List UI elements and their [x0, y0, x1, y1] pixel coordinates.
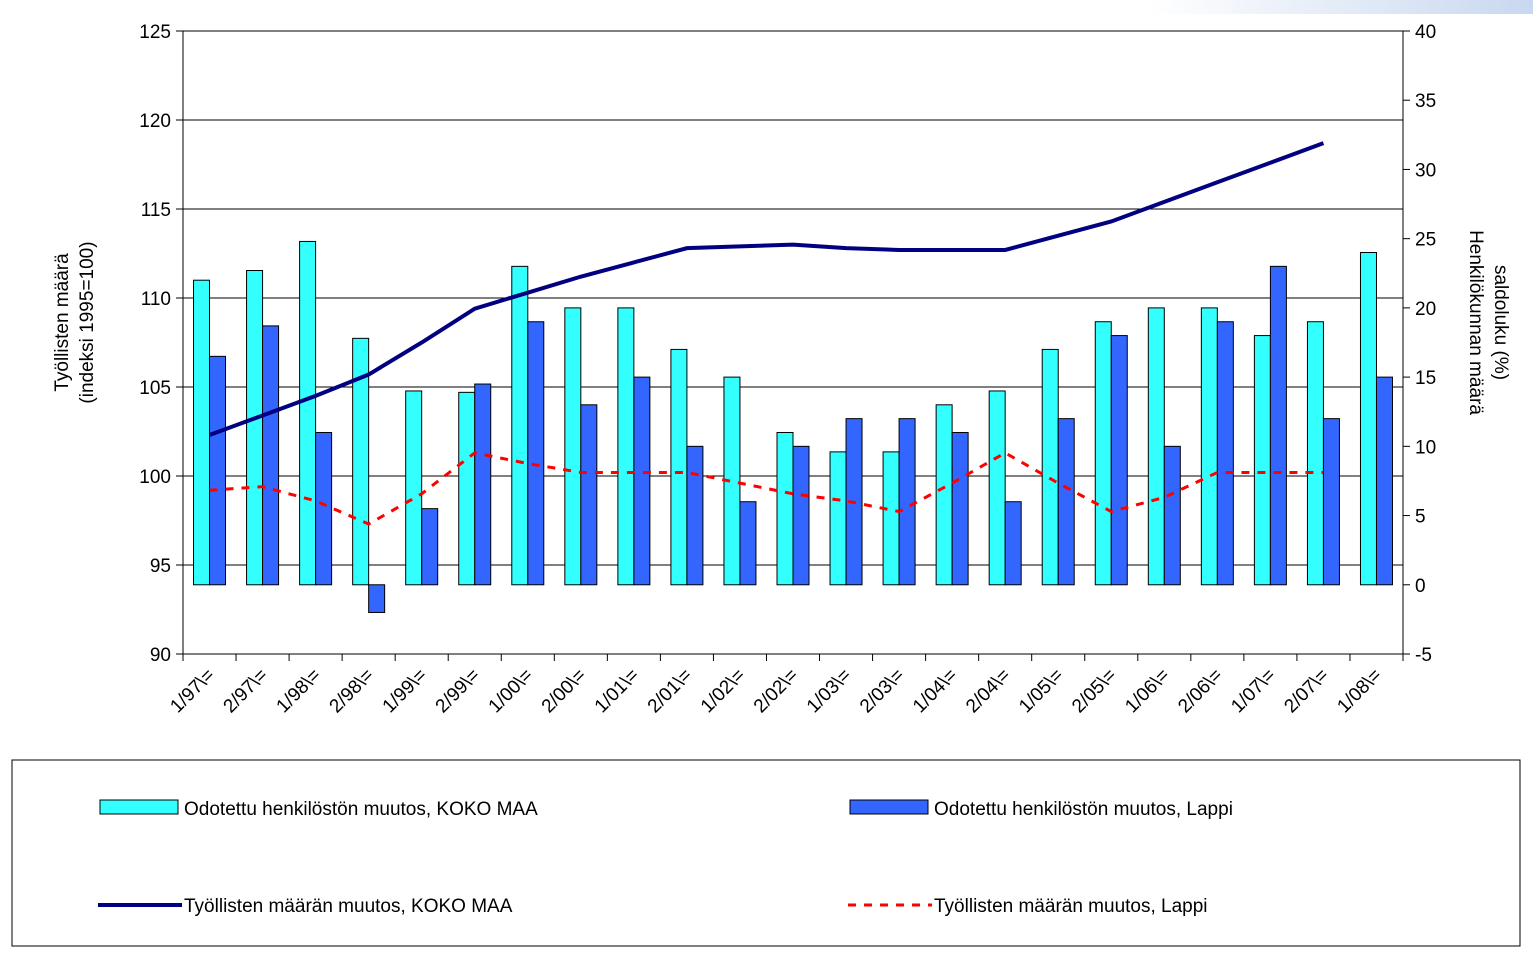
y2-axis-title: Henkilökunnan määrä: [1465, 230, 1486, 415]
y-tick-label: 90: [150, 645, 171, 666]
y2-axis-title: saldoluku (%): [1490, 265, 1511, 380]
x-tick-label: 1/99\=: [379, 665, 432, 718]
legend-swatch: [849, 799, 929, 815]
x-tick-label: 1/01\=: [591, 665, 644, 718]
x-tick-label: 2/01\=: [644, 665, 697, 718]
bar: [1200, 307, 1218, 586]
legend-label: Työllisten määrän muutos, Lappi: [934, 896, 1208, 917]
bar: [262, 325, 280, 586]
y2-tick-label: 10: [1415, 437, 1436, 458]
bar: [1163, 445, 1181, 586]
x-tick-label: 2/04\=: [962, 665, 1015, 718]
x-tick-label: 2/06\=: [1174, 665, 1227, 718]
line: [208, 141, 1325, 437]
y2-tick-label: -5: [1415, 645, 1432, 666]
bar: [898, 418, 916, 586]
bar: [299, 240, 317, 586]
bar: [1359, 252, 1377, 586]
y2-tick-label: 40: [1415, 22, 1436, 43]
y-tick-label: 115: [141, 200, 171, 221]
x-tick-label: 2/05\=: [1068, 665, 1121, 718]
bar: [511, 265, 529, 586]
y2-tick-label: 35: [1415, 91, 1436, 112]
bar: [1110, 335, 1128, 586]
y2-tick-label: 5: [1415, 507, 1426, 528]
line: [209, 451, 1324, 526]
bar: [1269, 265, 1287, 586]
bar: [1041, 348, 1059, 586]
bar: [1147, 307, 1165, 586]
y2-tick-label: 15: [1415, 368, 1436, 389]
legend-box: [11, 759, 1521, 947]
y-tick-label: 125: [139, 22, 171, 43]
bar: [1306, 321, 1324, 586]
x-tick-label: 2/98\=: [326, 665, 379, 718]
bar: [670, 348, 688, 586]
y-tick-label: 120: [139, 111, 171, 132]
bar: [1004, 501, 1022, 586]
y2-tick-label: 0: [1415, 576, 1426, 597]
y-tick-label: 100: [139, 467, 171, 488]
bar: [246, 270, 264, 586]
x-tick-label: 2/02\=: [750, 665, 803, 718]
bar: [882, 451, 900, 586]
bar: [421, 508, 439, 586]
x-tick-label: 2/99\=: [432, 665, 485, 718]
x-tick-label: 2/03\=: [856, 665, 909, 718]
x-tick-label: 1/02\=: [697, 665, 750, 718]
bar: [792, 445, 810, 586]
x-tick-label: 2/97\=: [220, 665, 273, 718]
bar: [458, 391, 476, 586]
x-tick-label: 1/03\=: [803, 665, 856, 718]
bar: [776, 431, 794, 586]
bar: [829, 451, 847, 586]
bar: [951, 431, 969, 586]
bar: [1322, 418, 1340, 586]
x-tick-label: 2/07\=: [1280, 665, 1333, 718]
x-tick-label: 1/04\=: [909, 665, 962, 718]
bar: [1375, 376, 1393, 586]
y2-tick-label: 25: [1415, 230, 1436, 251]
y2-tick-label: 20: [1415, 299, 1436, 320]
legend-label: Työllisten määrän muutos, KOKO MAA: [184, 896, 513, 917]
bar: [527, 321, 545, 586]
x-tick-label: 2/00\=: [538, 665, 591, 718]
bar: [209, 355, 227, 586]
bar: [315, 431, 333, 586]
decoration: [1150, 0, 1533, 14]
x-tick-label: 1/05\=: [1015, 665, 1068, 718]
bar: [1253, 335, 1271, 586]
bar: [739, 501, 757, 586]
x-tick-label: 1/06\=: [1121, 665, 1174, 718]
bar: [580, 404, 598, 586]
bar: [564, 307, 582, 586]
bar: [1057, 418, 1075, 586]
bar: [686, 445, 704, 586]
bar: [1094, 321, 1112, 586]
y-axis-title: (indeksi 1995=100): [77, 241, 98, 403]
x-tick-label: 1/98\=: [273, 665, 326, 718]
bar: [988, 390, 1006, 586]
x-tick-label: 1/08\=: [1333, 665, 1386, 718]
bar: [368, 584, 386, 613]
bar: [405, 390, 423, 586]
bar: [935, 404, 953, 586]
x-tick-label: 1/97\=: [166, 665, 219, 718]
bar: [474, 383, 492, 586]
y-tick-label: 105: [139, 378, 171, 399]
bar: [1216, 321, 1234, 586]
y-tick-label: 95: [150, 556, 171, 577]
bar: [193, 279, 211, 586]
x-tick-label: 1/00\=: [485, 665, 538, 718]
y2-tick-label: 30: [1415, 160, 1436, 181]
bar: [617, 307, 635, 586]
legend-label: Odotettu henkilöstön muutos, Lappi: [934, 799, 1233, 820]
x-tick-label: 1/07\=: [1227, 665, 1280, 718]
y-tick-label: 110: [141, 289, 171, 310]
bar: [633, 376, 651, 586]
legend-swatch: [99, 799, 179, 815]
legend-label: Odotettu henkilöstön muutos, KOKO MAA: [184, 799, 538, 820]
y-axis-title: Työllisten määrä: [52, 253, 73, 392]
